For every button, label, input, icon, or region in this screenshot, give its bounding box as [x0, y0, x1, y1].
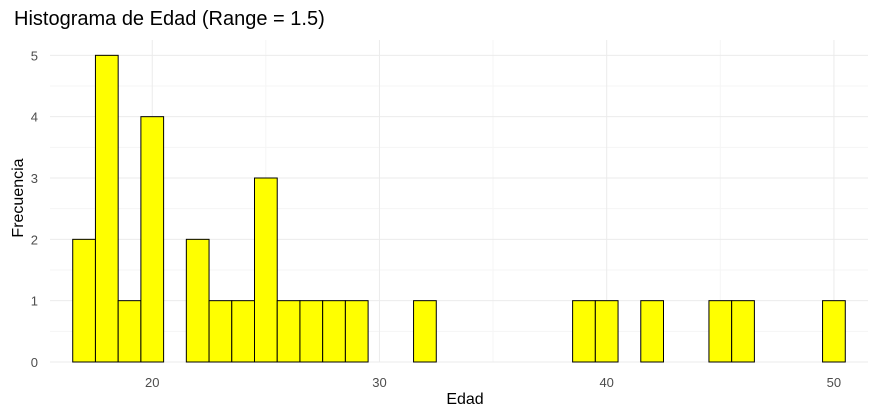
histogram-bar [117, 300, 142, 363]
histogram-bar [208, 300, 233, 363]
histogram-bar [322, 300, 346, 363]
histogram-bar [822, 300, 846, 363]
y-tick-label: 5 [31, 48, 38, 63]
y-axis-title: Frecuencia [10, 158, 27, 237]
x-tick-label: 20 [145, 375, 159, 390]
histogram-bar [276, 300, 301, 363]
y-tick-label: 0 [31, 355, 38, 370]
x-tick-label: 30 [372, 375, 386, 390]
x-tick-label: 40 [599, 375, 613, 390]
histogram-bar [140, 116, 165, 363]
histogram-bar [185, 238, 210, 363]
histogram-bars [72, 54, 846, 363]
histogram-bar [708, 300, 733, 363]
x-axis-title: Edad [446, 391, 483, 406]
x-axis-ticks: 20 30 40 50 [145, 375, 841, 390]
histogram-bar [594, 300, 619, 363]
histogram-bar [299, 300, 324, 363]
y-tick-label: 2 [31, 232, 38, 247]
histogram-bar [413, 300, 437, 363]
x-tick-label: 50 [827, 375, 841, 390]
histogram-bar [572, 300, 596, 363]
histogram-bar [254, 177, 278, 363]
histogram-bar [94, 54, 119, 363]
histogram-bar [640, 300, 664, 363]
histogram-bar [72, 238, 96, 363]
chart-title: Histograma de Edad (Range = 1.5) [14, 8, 325, 30]
histogram-bar [731, 300, 755, 363]
y-axis-ticks: 0 1 2 3 4 5 [31, 48, 38, 370]
histogram-bar [231, 300, 255, 363]
y-tick-label: 1 [31, 294, 38, 309]
histogram-bar [344, 300, 369, 363]
y-tick-label: 4 [31, 110, 38, 125]
y-tick-label: 3 [31, 171, 38, 186]
